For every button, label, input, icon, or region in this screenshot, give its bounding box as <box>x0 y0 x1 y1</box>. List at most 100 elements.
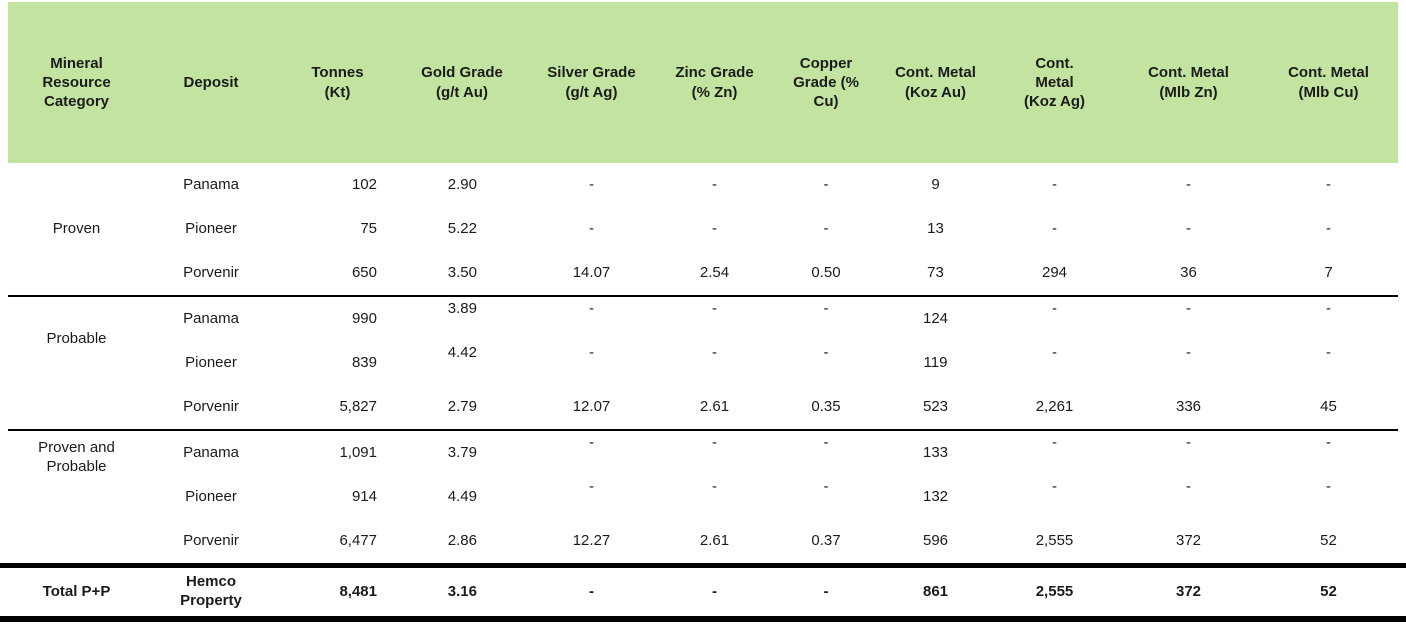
dash-cell: - <box>589 433 594 451</box>
deposit-cell: Pioneer <box>185 219 237 237</box>
column-header-gold-grade: Gold Grade (g/t Au) <box>421 64 503 101</box>
value-cell: 7 <box>1324 263 1333 281</box>
dash-cell: - <box>1052 219 1057 237</box>
dash-cell: - <box>1326 219 1331 237</box>
value-cell: 3.50 <box>447 263 477 281</box>
deposit-cell: Porvenir <box>183 263 239 281</box>
value-cell: 914 <box>351 487 377 505</box>
dash-cell: - <box>1326 299 1331 317</box>
value-cell: 119 <box>923 353 948 371</box>
category-label: Proven <box>52 219 101 237</box>
value-cell: 4.49 <box>447 487 477 505</box>
value-cell: 0.37 <box>811 531 841 549</box>
value-cell: 13 <box>927 219 944 237</box>
value-cell: 2,261 <box>1035 397 1074 415</box>
dash-cell: - <box>823 219 829 237</box>
total-deposit-cell: Hemco Property <box>180 573 242 609</box>
dash-cell: - <box>1326 343 1331 361</box>
total-row: Total P+P Hemco Property 8,481 3.16 - - … <box>8 568 1398 616</box>
deposit-cell: Panama <box>183 309 239 327</box>
dash-cell: - <box>589 477 594 495</box>
table-bottom-rule <box>0 616 1406 622</box>
value-cell: 6,477 <box>339 531 377 549</box>
column-header-cont-metal-cu: Cont. Metal (Mlb Cu) <box>1288 64 1369 101</box>
deposit-cell: Panama <box>183 175 239 193</box>
dash-cell: - <box>712 477 717 495</box>
column-header-category: Mineral Resource Category <box>42 54 111 111</box>
value-cell: 12.27 <box>572 531 611 549</box>
column-header-tonnes: Tonnes (Kt) <box>311 64 364 101</box>
value-cell: 124 <box>922 309 949 327</box>
value-cell: 650 <box>351 263 377 281</box>
value-cell: 523 <box>922 397 949 415</box>
dash-cell: - <box>712 175 717 193</box>
value-cell: 75 <box>360 219 377 237</box>
deposit-cell: Pioneer <box>185 353 237 371</box>
value-cell: 3.89 <box>447 299 477 317</box>
value-cell: 12.07 <box>572 397 611 415</box>
value-cell: 2.86 <box>447 531 477 549</box>
total-value-koz-au: 861 <box>922 582 949 600</box>
deposit-cell: Porvenir <box>183 531 239 549</box>
section-probable: Probable Panama 990 3.89 - - - 124 - - - Pioneer 839… <box>8 295 1398 429</box>
dash-cell: - <box>589 175 594 193</box>
dash-cell: - <box>1186 219 1191 237</box>
dash-cell: - <box>589 299 594 317</box>
dash-cell: - <box>1052 299 1057 317</box>
value-cell: 839 <box>351 353 377 371</box>
value-cell: 36 <box>1180 263 1197 281</box>
dash-cell: - <box>712 433 717 451</box>
column-header-silver-grade: Silver Grade (g/t Ag) <box>547 64 636 101</box>
total-value-zinc: - <box>712 582 717 600</box>
total-value-tonnes: 8,481 <box>339 582 377 600</box>
total-value-mlb-zn: 372 <box>1175 582 1202 600</box>
dash-cell: - <box>1052 175 1057 193</box>
column-header-copper-grade: Copper Grade (% Cu) <box>793 54 859 111</box>
value-cell: 2.54 <box>699 263 730 281</box>
value-cell: 102 <box>351 175 377 193</box>
dash-cell: - <box>1052 433 1057 451</box>
value-cell: 2.61 <box>699 397 730 415</box>
value-cell: 14.07 <box>572 263 611 281</box>
dash-cell: - <box>1326 433 1331 451</box>
category-label: Proven and Probable <box>38 439 115 475</box>
value-cell: 294 <box>1041 263 1068 281</box>
value-cell: 596 <box>922 531 949 549</box>
dash-cell: - <box>712 299 717 317</box>
dash-cell: - <box>712 343 717 361</box>
dash-cell: - <box>823 433 829 451</box>
dash-cell: - <box>823 175 829 193</box>
total-value-koz-ag: 2,555 <box>1035 582 1074 600</box>
dash-cell: - <box>1186 433 1191 451</box>
section-proven: Proven Panama 102 2.90 - - - 9 - - - Pioneer 75 5.22 -… <box>8 163 1398 295</box>
dash-cell: - <box>1186 175 1191 193</box>
category-label: Probable <box>46 329 107 347</box>
dash-cell: - <box>1326 175 1331 193</box>
column-header-cont-metal-ag: Cont. Metal (Koz Ag) <box>1023 54 1086 111</box>
dash-cell: - <box>823 343 829 361</box>
total-top-rule <box>0 563 1406 568</box>
value-cell: 2.61 <box>699 531 730 549</box>
column-header-zinc-grade: Zinc Grade (% Zn) <box>675 64 754 101</box>
dash-cell: - <box>589 219 594 237</box>
total-value-mlb-cu: 52 <box>1320 582 1337 600</box>
section-proven-and-probable: Proven and Probable Panama 1,091 3.79 - - - 133… <box>8 429 1398 563</box>
dash-cell: - <box>1326 477 1331 495</box>
dash-cell: - <box>1052 477 1057 495</box>
total-value-silver: - <box>589 582 594 600</box>
value-cell: 2,555 <box>1035 531 1074 549</box>
value-cell: 5,827 <box>339 397 377 415</box>
dash-cell: - <box>1186 477 1191 495</box>
dash-cell: - <box>1186 343 1191 361</box>
value-cell: 73 <box>927 263 944 281</box>
value-cell: 336 <box>1175 397 1202 415</box>
column-header-cont-metal-zn: Cont. Metal (Mlb Zn) <box>1148 64 1229 101</box>
dash-cell: - <box>1186 299 1191 317</box>
value-cell: 9 <box>931 175 940 193</box>
value-cell: 372 <box>1175 531 1202 549</box>
dash-cell: - <box>823 477 829 495</box>
value-cell: 132 <box>922 487 949 505</box>
total-value-gold: 3.16 <box>447 582 477 600</box>
value-cell: 990 <box>351 309 377 327</box>
